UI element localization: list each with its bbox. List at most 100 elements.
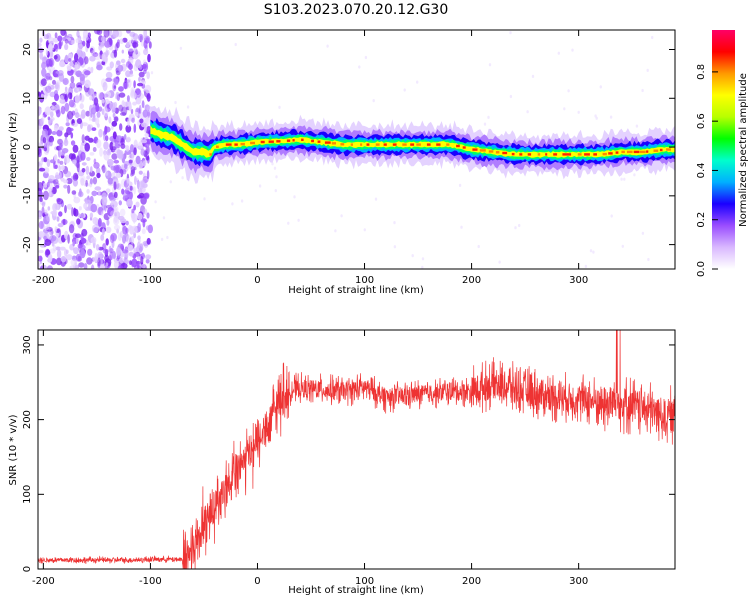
noise-blob (92, 256, 99, 262)
noise-blob (77, 191, 84, 198)
noise-speckle (372, 99, 375, 103)
noise-blob (84, 199, 92, 205)
ridge-band-5 (150, 125, 675, 158)
noise-blob (45, 58, 53, 67)
noise-blob (43, 34, 50, 40)
noise-blob (74, 61, 78, 72)
noise-blob (55, 174, 61, 180)
noise-blob (45, 145, 50, 154)
noise-blob (64, 54, 69, 64)
noise-blob (146, 237, 151, 245)
noise-blob (40, 118, 44, 126)
x-tick-label: 0 (254, 576, 260, 587)
noise-blob (77, 243, 83, 249)
noise-speckle (364, 55, 368, 60)
noise-blob (56, 198, 64, 205)
noise-blob (56, 216, 60, 222)
noise-blob (117, 64, 124, 72)
noise-blob (90, 166, 93, 173)
noise-blob (43, 235, 47, 240)
noise-blob (113, 159, 120, 164)
noise-blob (54, 164, 58, 169)
noise-speckle (166, 235, 169, 240)
noise-blob (121, 49, 125, 54)
noise-blob (108, 245, 112, 254)
noise-blob (47, 206, 51, 211)
noise-blob (98, 45, 102, 51)
noise-blob (129, 31, 136, 38)
noise-blob (86, 40, 90, 49)
noise-blob (89, 55, 96, 62)
noise-blob (105, 135, 109, 142)
noise-blob (101, 98, 105, 104)
noise-blob (126, 30, 131, 34)
noise-speckle (633, 173, 636, 177)
noise-blob (112, 131, 117, 140)
noise-blob (39, 197, 43, 203)
ridge-peak (646, 150, 649, 153)
noise-blob (63, 154, 71, 164)
noise-blob (53, 182, 60, 188)
noise-blob (89, 178, 93, 185)
noise-blob (57, 223, 64, 228)
noise-blob (40, 265, 44, 269)
noise-blob (44, 209, 48, 215)
ridge-peak (426, 143, 431, 146)
noise-blob (44, 106, 52, 116)
snr-line (38, 330, 675, 569)
noise-blob (105, 171, 109, 176)
noise-speckle (514, 226, 517, 230)
noise-blob (146, 155, 150, 164)
noise-speckle (557, 51, 560, 55)
spectrogram-x-ticks: -200 -100 0 100 200 300 (32, 30, 588, 286)
noise-blob (74, 94, 80, 104)
noise-blob (142, 63, 147, 69)
noise-speckle (609, 115, 613, 119)
noise-blob (59, 246, 66, 251)
noise-blob (46, 226, 53, 232)
y-tick-label: -10 (22, 188, 33, 204)
noise-blob (146, 212, 150, 219)
noise-blob (76, 218, 81, 225)
noise-blob (143, 30, 148, 38)
noise-speckle (641, 231, 645, 235)
noise-blob (126, 73, 134, 78)
colorbar: 0.0 0.2 0.4 0.6 0.8 Normalized spectral ampl… (696, 30, 749, 277)
noise-blob (91, 50, 96, 57)
ridge-peak (416, 143, 421, 146)
noise-blob (105, 226, 112, 233)
noise-blob (68, 224, 75, 234)
noise-blob (138, 181, 145, 190)
noise-speckle (594, 114, 597, 118)
x-tick-label: 200 (462, 275, 481, 286)
noise-blob (96, 172, 101, 179)
noise-blob (117, 265, 124, 269)
noise-blob (140, 139, 148, 144)
noise-blob (38, 249, 44, 254)
noise-blob (90, 107, 97, 115)
noise-blob (83, 263, 88, 269)
noise-blob (84, 79, 91, 89)
ridge-peak (659, 148, 663, 152)
noise-blob (64, 86, 68, 92)
noise-blob (38, 167, 46, 172)
noise-blob (47, 116, 51, 121)
noise-blob (135, 155, 141, 165)
noise-blob (126, 41, 130, 48)
noise-blob (41, 114, 45, 123)
noise-blob (129, 144, 134, 153)
noise-blob (147, 53, 151, 63)
noise-blob (98, 92, 104, 100)
ridge-peak (666, 148, 671, 151)
noise-blob (140, 159, 148, 164)
noise-blob (92, 147, 97, 152)
noise-blob (60, 165, 65, 171)
noise-blob (105, 71, 113, 79)
ridge-peak (553, 153, 558, 156)
noise-blob (51, 104, 55, 110)
noise-blob (143, 208, 148, 215)
noise-blob (53, 154, 58, 162)
noise-speckle (651, 35, 654, 40)
noise-blob (92, 217, 98, 225)
noise-blob (67, 92, 73, 100)
